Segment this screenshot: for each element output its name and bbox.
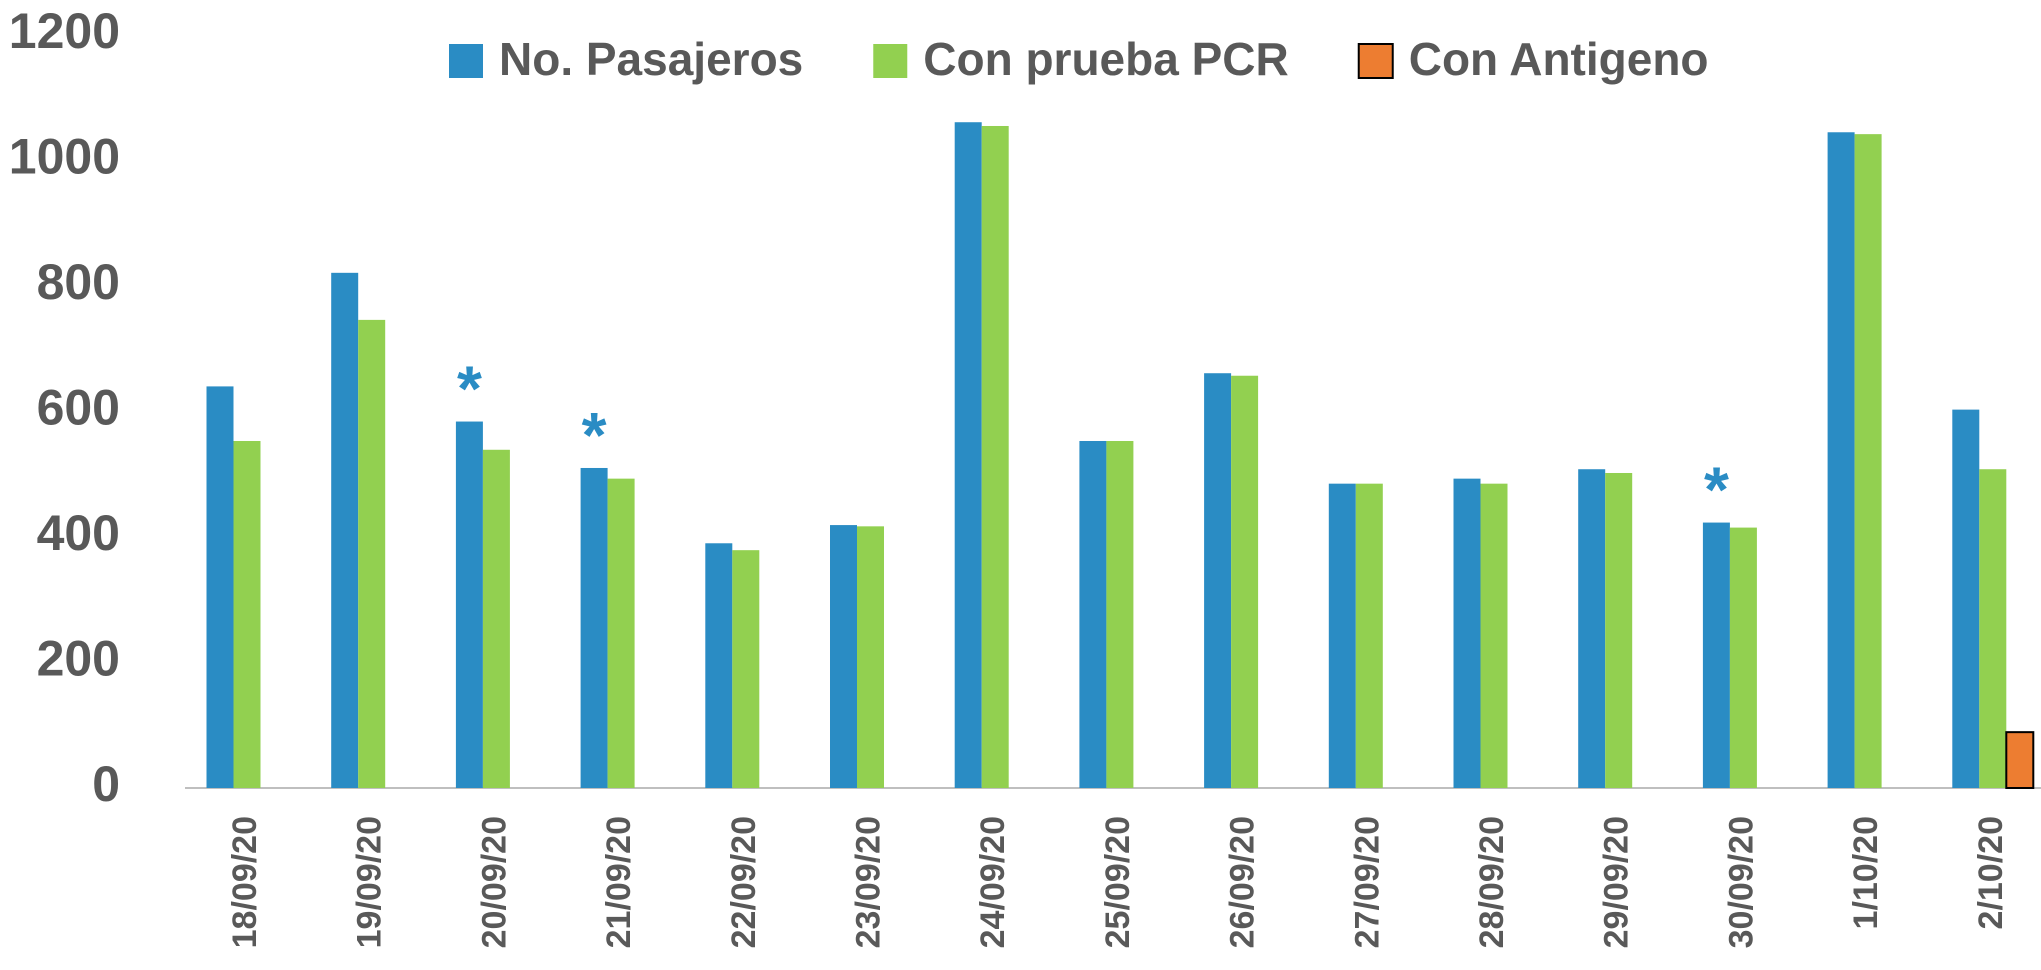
- bar: [1979, 469, 2007, 788]
- bar: [482, 449, 510, 788]
- bar: [1578, 469, 1606, 788]
- annotation: *: [457, 352, 482, 424]
- bar: [705, 543, 733, 788]
- annotation: *: [582, 399, 607, 471]
- x-tick-label: 27/09/20: [1348, 816, 1386, 948]
- bar: [857, 526, 884, 788]
- bar: [607, 478, 635, 788]
- x-tick-label: 1/10/20: [1847, 816, 1885, 929]
- legend-label: Con Antigeno: [1409, 33, 1709, 85]
- x-tick-label: 18/09/20: [226, 816, 264, 948]
- bar: [1355, 483, 1383, 788]
- bar: [732, 550, 760, 788]
- bar: [1702, 522, 1730, 788]
- y-tick-label: 1000: [9, 129, 120, 185]
- bar: [455, 421, 483, 788]
- bar: [331, 272, 359, 788]
- bar: [580, 467, 608, 788]
- annotation: *: [1704, 453, 1729, 525]
- bar: [981, 125, 1009, 789]
- y-tick-label: 800: [37, 254, 120, 310]
- y-tick-label: 600: [37, 380, 120, 436]
- bar: [206, 386, 234, 788]
- bar: [830, 525, 857, 788]
- bar: [1453, 478, 1481, 788]
- bar: [1952, 409, 1980, 788]
- legend-swatch: [873, 44, 908, 78]
- x-tick-label: 24/09/20: [974, 816, 1012, 948]
- x-tick-label: 25/09/20: [1099, 816, 1137, 948]
- bar: [1854, 134, 1882, 788]
- legend-label: Con prueba PCR: [923, 33, 1288, 85]
- x-tick-label: 29/09/20: [1598, 816, 1636, 948]
- bar: [1106, 440, 1134, 788]
- y-tick-label: 1200: [9, 3, 120, 59]
- x-tick-label: 19/09/20: [351, 816, 389, 948]
- bar: [1729, 527, 1757, 788]
- legend-label: No. Pasajeros: [499, 33, 803, 85]
- x-tick-label: 2/10/20: [1972, 816, 2010, 929]
- bar: [2005, 731, 2035, 790]
- x-tick-label: 22/09/20: [725, 816, 763, 948]
- y-tick-label: 0: [92, 756, 120, 812]
- bar: [954, 122, 982, 788]
- legend-swatch: [449, 44, 483, 78]
- x-tick-label: 23/09/20: [849, 816, 887, 948]
- bar: [1480, 483, 1508, 788]
- x-tick-label: 26/09/20: [1224, 816, 1262, 948]
- y-tick-label: 200: [37, 631, 120, 687]
- bar: [1827, 132, 1855, 788]
- bar: [358, 319, 386, 788]
- y-tick-label: 400: [37, 505, 120, 561]
- legend-swatch: [1357, 43, 1394, 79]
- bar: [233, 440, 261, 788]
- x-tick-label: 21/09/20: [600, 816, 638, 948]
- x-tick-label: 30/09/20: [1722, 816, 1760, 948]
- bar: [1328, 483, 1356, 788]
- bar: [1079, 440, 1107, 788]
- bar: [1231, 375, 1259, 788]
- x-tick-label: 20/09/20: [475, 816, 513, 948]
- x-tick-label: 28/09/20: [1473, 816, 1511, 948]
- bar: [1605, 472, 1633, 788]
- bar: [1204, 373, 1232, 788]
